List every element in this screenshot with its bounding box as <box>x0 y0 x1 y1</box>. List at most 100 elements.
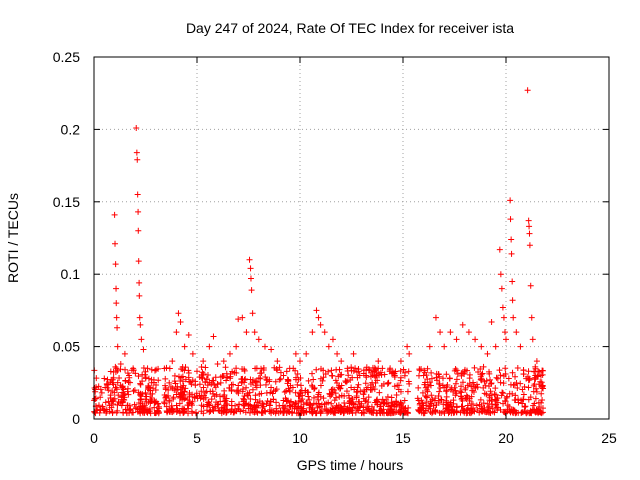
data-point <box>320 395 327 402</box>
data-point <box>205 399 212 406</box>
data-point <box>208 396 215 403</box>
data-point <box>173 408 180 415</box>
data-point <box>215 401 222 408</box>
data-point <box>393 398 400 405</box>
data-point <box>389 369 396 376</box>
data-point <box>473 381 480 388</box>
data-point <box>184 397 191 404</box>
data-point <box>512 409 519 416</box>
data-point <box>484 408 491 415</box>
data-point <box>438 396 445 403</box>
data-point <box>482 382 489 389</box>
y-tick-label: 0.05 <box>53 339 80 355</box>
data-point <box>365 405 372 412</box>
data-point <box>254 399 261 406</box>
data-point <box>397 374 404 381</box>
data-point <box>95 383 102 390</box>
data-point <box>235 390 242 397</box>
data-point <box>509 278 516 285</box>
data-point <box>241 393 248 400</box>
data-point <box>261 343 268 350</box>
data-point <box>532 395 539 402</box>
data-point <box>519 400 526 407</box>
data-point <box>358 410 365 417</box>
data-point <box>247 275 254 282</box>
data-point <box>310 394 317 401</box>
data-point <box>393 392 400 399</box>
data-point <box>503 336 509 343</box>
data-point <box>483 391 490 398</box>
data-point <box>155 403 162 410</box>
data-point <box>529 336 536 343</box>
data-point <box>200 403 207 410</box>
data-point <box>507 216 514 223</box>
data-point <box>336 385 343 392</box>
data-point <box>260 364 267 371</box>
data-point <box>136 292 143 299</box>
data-point <box>372 367 379 374</box>
data-point <box>122 377 129 384</box>
data-point <box>355 381 362 388</box>
data-point <box>162 382 169 389</box>
data-point <box>500 380 507 387</box>
data-point <box>416 408 423 415</box>
data-point <box>496 367 503 374</box>
data-point <box>539 409 546 416</box>
data-point <box>452 387 459 394</box>
data-point <box>539 384 546 391</box>
data-point <box>501 329 508 336</box>
data-point <box>459 379 466 386</box>
data-point <box>292 376 299 383</box>
data-point <box>521 403 528 410</box>
data-point <box>336 393 343 400</box>
data-point <box>286 402 293 409</box>
data-point <box>484 350 491 357</box>
data-point <box>451 367 458 374</box>
data-point <box>463 396 470 403</box>
data-point <box>249 310 256 317</box>
data-point <box>200 358 207 365</box>
data-point <box>196 381 203 388</box>
data-point <box>338 358 345 365</box>
data-point <box>401 397 408 404</box>
data-point <box>427 405 434 412</box>
data-point <box>356 403 363 410</box>
data-point <box>143 408 150 415</box>
data-point <box>227 408 234 415</box>
data-point <box>538 379 545 386</box>
data-point <box>253 384 260 391</box>
data-point <box>297 358 303 365</box>
data-point <box>292 350 299 357</box>
data-point <box>439 375 446 382</box>
data-point <box>309 329 316 336</box>
data-point <box>248 287 255 294</box>
data-point <box>171 372 178 379</box>
data-point <box>538 390 545 397</box>
data-point <box>135 208 142 215</box>
data-point <box>423 393 430 400</box>
data-point <box>176 407 183 414</box>
data-point <box>138 336 145 343</box>
data-point <box>397 368 404 375</box>
data-point <box>193 390 200 397</box>
data-point <box>343 388 350 395</box>
data-point <box>281 389 288 396</box>
data-point <box>509 390 516 397</box>
data-point <box>416 400 423 407</box>
data-point <box>254 408 261 415</box>
data-point <box>153 381 160 388</box>
data-point <box>300 401 307 408</box>
y-tick-label: 0.15 <box>53 194 80 210</box>
data-point <box>145 375 152 382</box>
data-point <box>337 372 344 379</box>
data-point <box>185 367 192 374</box>
data-point <box>492 343 499 350</box>
data-point <box>420 372 427 379</box>
data-point <box>115 392 122 399</box>
data-point <box>169 358 176 365</box>
data-point <box>112 240 119 247</box>
data-point <box>363 366 370 373</box>
data-point <box>475 369 482 376</box>
data-point <box>428 369 435 376</box>
